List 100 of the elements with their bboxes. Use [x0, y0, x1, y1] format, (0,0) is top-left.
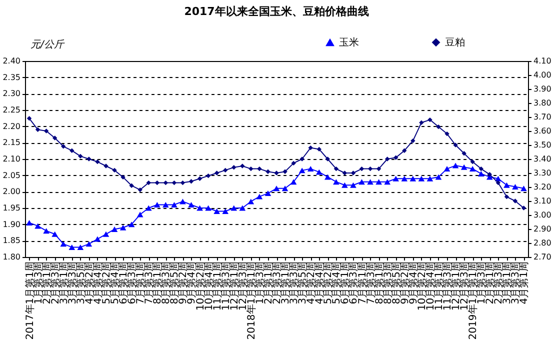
y-tick-label: 2.15 [2, 138, 20, 148]
point [384, 179, 390, 185]
point [444, 166, 450, 172]
point [239, 205, 246, 211]
point [512, 198, 518, 204]
point [86, 241, 92, 247]
point [112, 168, 117, 173]
point [197, 176, 202, 181]
point [290, 179, 297, 185]
y-tick-label: 2.10 [2, 154, 20, 164]
y2-tick-label: 2.90 [534, 224, 552, 234]
point [325, 156, 330, 162]
point [146, 180, 151, 186]
point [214, 208, 220, 214]
point [180, 198, 186, 204]
point [520, 186, 527, 192]
point [460, 164, 468, 170]
point [316, 169, 322, 175]
point [436, 124, 441, 130]
point [230, 205, 238, 211]
point [171, 202, 178, 208]
point [43, 228, 50, 234]
point [52, 136, 58, 140]
point [367, 179, 374, 185]
point [394, 155, 398, 160]
chart-title: 2017年以来全国玉米、豆粕价格曲线 [184, 5, 369, 18]
y-tick-label: 2.35 [2, 72, 20, 82]
point [188, 202, 194, 208]
point [78, 154, 83, 159]
point [487, 172, 492, 177]
point [291, 160, 296, 166]
point [26, 220, 32, 226]
point [35, 127, 40, 132]
point [419, 120, 424, 125]
point [469, 166, 476, 172]
point [521, 206, 526, 210]
point [307, 166, 314, 172]
point [256, 194, 263, 200]
point [402, 148, 407, 153]
point [418, 176, 425, 182]
point [120, 224, 126, 230]
y2-tick-label: 3.70 [534, 112, 552, 122]
point [401, 176, 408, 182]
point [86, 156, 92, 162]
y-tick-label: 1.90 [2, 220, 20, 229]
point [44, 128, 49, 134]
point [214, 170, 220, 176]
point [145, 205, 152, 211]
point [298, 168, 306, 174]
point [188, 179, 194, 184]
y2-tick-label: 3.50 [534, 140, 552, 150]
point [435, 174, 442, 180]
point [462, 151, 466, 156]
point [104, 164, 108, 168]
y2-tick-label: 3.80 [534, 98, 552, 108]
point [478, 170, 484, 176]
point [282, 169, 288, 174]
point [452, 162, 459, 168]
point [206, 173, 211, 178]
point [222, 208, 229, 214]
point [470, 159, 475, 164]
point [223, 168, 228, 173]
point [368, 166, 373, 172]
point [26, 116, 32, 121]
point [129, 183, 134, 188]
point [504, 194, 510, 200]
point [273, 186, 280, 192]
point [350, 182, 356, 188]
y2-tick-label: 4.10 [534, 56, 552, 66]
y2-tick-label: 4.00 [534, 70, 552, 80]
point [410, 138, 416, 144]
point [426, 176, 434, 182]
point [52, 231, 58, 237]
point [316, 146, 322, 152]
point [358, 179, 365, 185]
point [453, 142, 458, 148]
point [257, 166, 262, 172]
y-tick-label: 1.95 [2, 204, 20, 212]
point [282, 186, 288, 192]
point [120, 174, 126, 180]
legend-label: 玉米 [339, 36, 359, 49]
point [162, 202, 169, 208]
y2-tick-label: 2.70 [534, 252, 552, 262]
point [70, 148, 74, 153]
y2-tick-label: 3.00 [534, 210, 552, 220]
y-tick-label: 1.85 [2, 236, 20, 246]
point [350, 170, 356, 176]
point [384, 156, 390, 162]
point [163, 180, 168, 186]
point [68, 244, 76, 250]
point [95, 159, 100, 164]
point [512, 184, 518, 190]
point [60, 241, 67, 247]
y-tick-label: 2.20 [2, 122, 20, 131]
point [136, 212, 144, 218]
y-tick-label: 2.00 [2, 187, 20, 196]
point [61, 144, 66, 149]
point [274, 170, 279, 176]
y-tick-label: 2.25 [2, 106, 20, 114]
point [154, 180, 160, 186]
